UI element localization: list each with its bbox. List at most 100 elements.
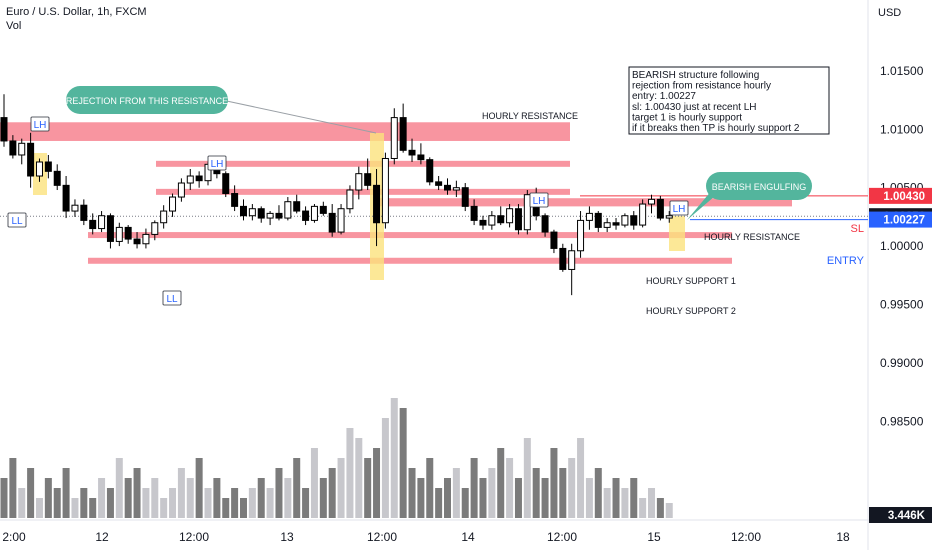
- sl-price-badge: 1.00430: [883, 191, 925, 203]
- candle[interactable]: [373, 184, 381, 224]
- volume-bar: [639, 498, 647, 518]
- candle[interactable]: [239, 205, 247, 217]
- candle[interactable]: [346, 189, 354, 210]
- candle[interactable]: [381, 157, 389, 224]
- candle[interactable]: [497, 215, 505, 224]
- candle[interactable]: [639, 203, 647, 226]
- label-hourly-resistance-top: HOURLY RESISTANCE: [482, 111, 578, 121]
- candle[interactable]: [89, 219, 97, 230]
- candle[interactable]: [550, 231, 558, 249]
- candle[interactable]: [435, 181, 443, 186]
- volume-bar: [222, 498, 230, 518]
- candle[interactable]: [399, 117, 407, 151]
- candle[interactable]: [53, 170, 61, 186]
- candle[interactable]: [603, 222, 611, 228]
- note-line: sl: 1.00430 just at recent LH: [632, 102, 757, 113]
- candle[interactable]: [310, 205, 318, 221]
- candle[interactable]: [35, 161, 43, 177]
- candle[interactable]: [27, 142, 35, 177]
- volume-bar: [426, 458, 434, 518]
- candle[interactable]: [594, 212, 602, 228]
- volume-bar: [337, 458, 345, 518]
- candle[interactable]: [124, 226, 132, 240]
- candle[interactable]: [142, 233, 150, 245]
- volume-bar: [470, 458, 478, 518]
- candle[interactable]: [621, 215, 629, 226]
- candle[interactable]: [408, 149, 416, 156]
- volume-bar: [71, 498, 79, 518]
- candle[interactable]: [222, 173, 230, 195]
- candle[interactable]: [630, 215, 638, 226]
- candle[interactable]: [559, 247, 567, 270]
- candle[interactable]: [479, 219, 487, 226]
- candle[interactable]: [71, 204, 79, 212]
- candle[interactable]: [293, 201, 301, 212]
- price-tick-label: 1.01500: [880, 64, 924, 78]
- candle[interactable]: [115, 226, 123, 242]
- volume-bar: [169, 488, 177, 518]
- candle[interactable]: [488, 215, 496, 226]
- candle[interactable]: [44, 161, 52, 172]
- candle[interactable]: [169, 196, 177, 212]
- zone-6: [88, 257, 732, 264]
- candle[interactable]: [417, 154, 425, 161]
- volume-bar: [417, 478, 425, 518]
- candle[interactable]: [319, 205, 327, 214]
- candle[interactable]: [186, 175, 194, 184]
- candle[interactable]: [444, 184, 451, 191]
- structure-marker-label: LH: [34, 120, 47, 131]
- candle[interactable]: [302, 210, 310, 221]
- candle[interactable]: [266, 212, 274, 219]
- candle[interactable]: [62, 184, 70, 212]
- candle[interactable]: [390, 117, 398, 159]
- volume-bar: [257, 478, 265, 518]
- candle[interactable]: [80, 204, 88, 221]
- rejection-callout-text: REJECTION FROM THIS RESISTANCE: [66, 96, 228, 106]
- candle[interactable]: [133, 238, 141, 245]
- candle[interactable]: [523, 194, 531, 231]
- volume-bar: [80, 488, 88, 518]
- candle[interactable]: [355, 173, 363, 191]
- candle[interactable]: [98, 215, 106, 230]
- volume-bar: [151, 478, 159, 518]
- candle[interactable]: [506, 208, 514, 224]
- candle[interactable]: [160, 210, 168, 224]
- volume-bar: [523, 438, 531, 518]
- volume-bar: [124, 478, 132, 518]
- candle[interactable]: [231, 193, 239, 207]
- candle[interactable]: [514, 208, 522, 231]
- candle[interactable]: [426, 159, 434, 183]
- candle[interactable]: [337, 208, 345, 233]
- candle[interactable]: [9, 140, 17, 156]
- candle[interactable]: [195, 175, 203, 182]
- candle[interactable]: [568, 250, 576, 270]
- candle[interactable]: [275, 212, 283, 219]
- structure-marker-box: [669, 200, 689, 216]
- candle[interactable]: [257, 208, 265, 219]
- candle[interactable]: [461, 187, 469, 207]
- structure-marker-label: LL: [11, 216, 23, 227]
- candle[interactable]: [656, 198, 664, 219]
- candle[interactable]: [470, 205, 478, 221]
- candle[interactable]: [612, 222, 620, 226]
- candle[interactable]: [18, 142, 26, 156]
- candle[interactable]: [577, 219, 585, 252]
- candle[interactable]: [0, 117, 8, 142]
- volume-label[interactable]: Vol: [6, 20, 22, 32]
- candle[interactable]: [151, 222, 159, 235]
- candle[interactable]: [665, 215, 673, 219]
- candle[interactable]: [541, 215, 549, 233]
- volume-bar: [186, 478, 194, 518]
- candle[interactable]: [648, 198, 656, 205]
- candle[interactable]: [585, 212, 593, 221]
- candle[interactable]: [364, 173, 372, 186]
- candle[interactable]: [452, 187, 460, 191]
- candle[interactable]: [328, 212, 336, 233]
- candle[interactable]: [177, 182, 185, 198]
- volume-bar: [177, 468, 185, 518]
- candle[interactable]: [106, 215, 114, 242]
- volume-bar: [577, 438, 585, 518]
- candle[interactable]: [248, 208, 256, 217]
- candle[interactable]: [284, 201, 292, 219]
